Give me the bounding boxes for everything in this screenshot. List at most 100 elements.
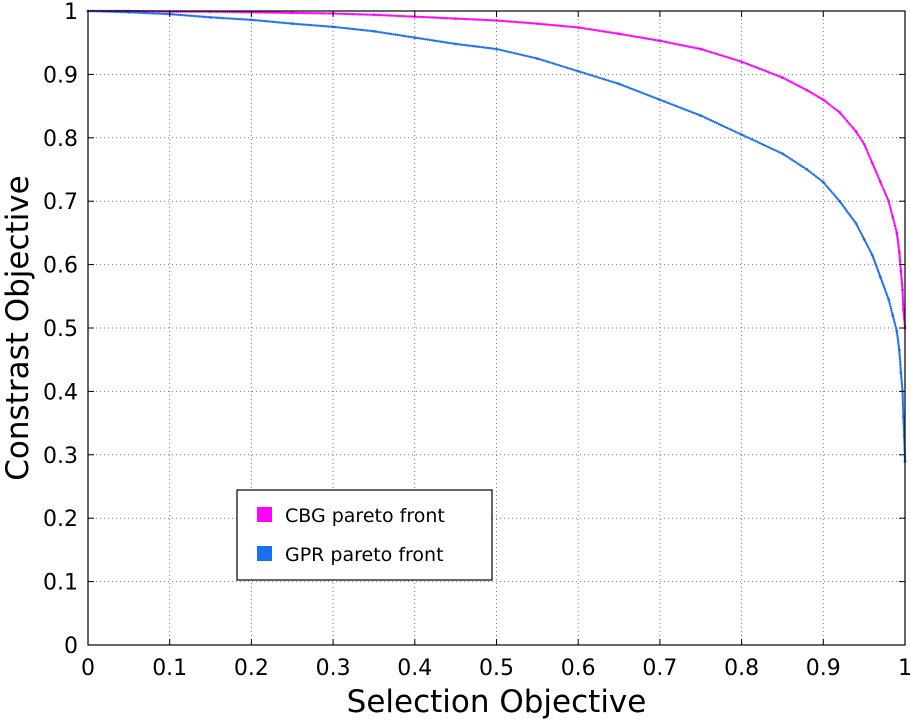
front-dot — [484, 46, 487, 49]
data-point — [899, 370, 903, 374]
front-dot — [325, 25, 328, 28]
data-point — [699, 114, 703, 118]
front-dot — [546, 23, 550, 26]
front-dot — [800, 86, 803, 89]
front-dot — [899, 373, 903, 376]
front-dot — [666, 101, 670, 105]
front-dot — [882, 189, 886, 192]
front-dot — [336, 12, 339, 15]
data-point — [209, 15, 212, 19]
front-dot — [265, 11, 268, 14]
front-dot — [896, 334, 899, 337]
front-dot — [901, 295, 905, 298]
front-dot — [308, 23, 311, 27]
front-dot — [613, 81, 616, 84]
front-dot — [499, 48, 502, 52]
front-dot — [538, 58, 541, 61]
front-dot — [729, 57, 733, 60]
front-dot — [364, 29, 367, 32]
front-dot — [574, 69, 578, 72]
front-dot — [690, 46, 694, 49]
y-tick-label: 0.7 — [43, 190, 78, 215]
front-dot — [329, 25, 333, 28]
front-dot — [566, 25, 569, 28]
front-dot — [153, 12, 156, 15]
front-dot — [842, 205, 845, 208]
tick-marks — [87, 10, 906, 646]
front-dot — [898, 351, 901, 354]
front-dot — [463, 43, 466, 47]
front-dot — [316, 24, 320, 27]
front-dot — [709, 119, 713, 122]
front-dot — [370, 13, 373, 16]
front-dot — [187, 14, 191, 17]
front-dot — [162, 12, 165, 16]
data-point — [781, 76, 784, 79]
front-dot — [512, 20, 515, 24]
front-dot — [179, 13, 182, 17]
front-dot — [387, 32, 391, 35]
front-dot — [252, 18, 255, 22]
front-dot — [525, 21, 528, 25]
front-dot — [851, 217, 854, 220]
front-dot — [551, 23, 554, 27]
front-dot — [334, 12, 337, 15]
front-dot — [878, 178, 881, 182]
front-dot — [407, 15, 410, 18]
front-dot — [771, 147, 774, 151]
front-dot — [871, 255, 875, 259]
front-dot — [680, 43, 683, 47]
front-dot — [866, 151, 869, 154]
y-tick-labels: 0 0.1 0.2 0.3 0.4 0.5 0.6 0.7 0.8 0.9 1 — [43, 0, 78, 659]
front-dot — [213, 16, 217, 19]
front-dot — [600, 77, 604, 80]
y-tick-label: 0.8 — [43, 127, 78, 152]
front-dot — [836, 109, 840, 113]
front-dot — [697, 47, 700, 50]
front-dot — [900, 284, 904, 287]
front-dot — [639, 36, 642, 39]
front-dot — [632, 88, 635, 91]
front-dot — [623, 85, 627, 88]
front-dot — [622, 33, 625, 36]
front-dot — [900, 273, 903, 277]
front-dot — [897, 244, 900, 247]
front-dot — [856, 226, 860, 229]
front-dot — [355, 13, 358, 16]
front-dot — [850, 125, 853, 128]
front-dot — [874, 170, 878, 173]
front-dot — [902, 413, 905, 416]
front-dot — [469, 18, 472, 21]
front-dot — [435, 39, 438, 43]
front-dot — [271, 11, 275, 14]
front-dot — [297, 22, 300, 26]
front-dot — [170, 13, 174, 16]
front-dot — [790, 158, 794, 161]
data-point — [699, 47, 703, 51]
front-dot — [681, 107, 684, 110]
front-dot — [615, 32, 619, 35]
front-dot — [338, 26, 341, 29]
front-dot — [886, 197, 889, 201]
front-dot — [303, 11, 307, 15]
front-dot — [424, 16, 427, 19]
front-dot — [638, 90, 641, 94]
front-dot — [286, 22, 290, 25]
front-dot — [346, 27, 350, 30]
front-dot — [727, 56, 730, 59]
front-dot — [754, 140, 758, 143]
x-tick-label: 0.5 — [479, 656, 514, 681]
front-dot — [503, 49, 507, 53]
front-dot — [422, 15, 425, 19]
front-dot — [756, 66, 760, 70]
front-dot — [710, 51, 713, 54]
front-dot — [600, 29, 604, 33]
front-dot — [439, 16, 442, 20]
front-dot — [510, 20, 513, 23]
data-point — [899, 269, 903, 273]
front-dot — [248, 18, 251, 21]
front-dot — [310, 23, 313, 27]
data-point — [891, 215, 895, 219]
front-dot — [831, 191, 834, 194]
